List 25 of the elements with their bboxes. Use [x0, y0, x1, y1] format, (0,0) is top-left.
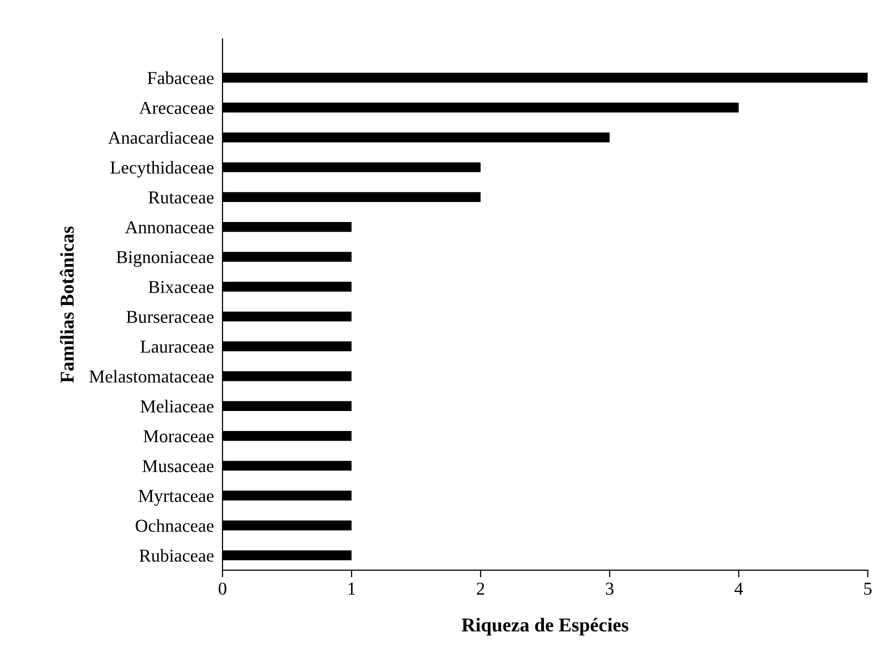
y-tick-label: Anacardiaceae — [108, 131, 214, 144]
x-tick-label: 1 — [348, 582, 355, 595]
y-tick-label: Burseraceae — [126, 310, 214, 323]
y-tick-label: Meliaceae — [140, 400, 214, 412]
y-tick-label: Rutaceae — [148, 192, 214, 204]
y-tick-label: Arecaceae — [139, 102, 214, 114]
y-tick-label: Fabaceae — [148, 71, 214, 84]
x-axis-title: Riqueza de Espécies — [462, 618, 628, 636]
y-tick-label: Musaceae — [142, 460, 214, 472]
y-tick-label: Rubiaceae — [139, 549, 214, 562]
y-tick-label: Lauraceae — [140, 340, 214, 353]
y-tick-label: Myrtaceae — [138, 490, 214, 506]
y-tick-label: Ochnaceae — [136, 519, 214, 532]
x-tick-label: 2 — [476, 582, 484, 595]
y-tick-label: Moraceae — [144, 430, 214, 442]
y-tick-label: Lecythidaceae — [110, 160, 214, 178]
y-tick-label: Bixaceae — [148, 280, 214, 294]
x-tick-label: 4 — [734, 582, 743, 595]
x-tick-label: 5 — [864, 582, 872, 595]
y-tick-label: Annonaceae — [125, 221, 214, 234]
x-tick-label: 3 — [606, 582, 614, 595]
y-tick-label: Bignoniaceae — [116, 251, 214, 267]
y-tick-label: Melastomataceae — [89, 370, 214, 383]
y-axis-title: Famílias Botânicas — [60, 226, 74, 383]
x-tick-label: 0 — [218, 582, 226, 595]
